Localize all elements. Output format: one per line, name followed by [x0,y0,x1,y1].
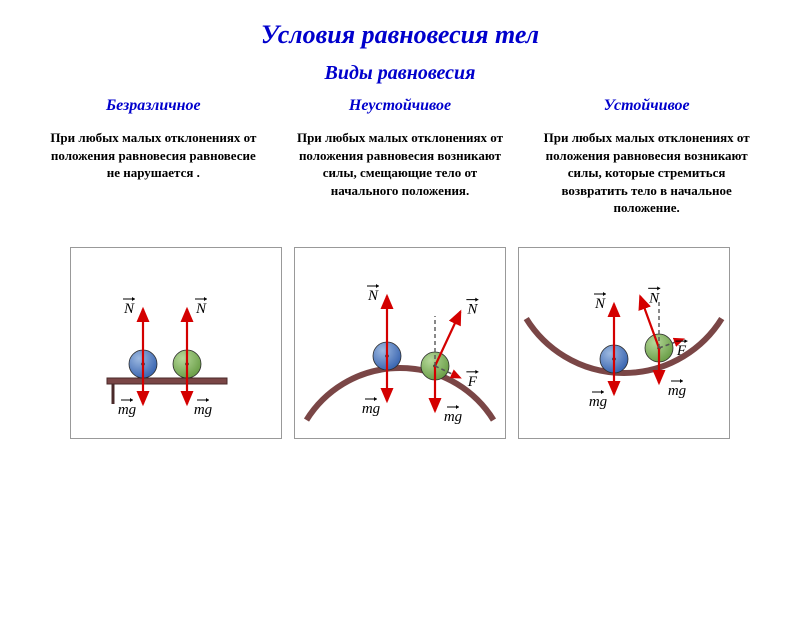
svg-text:N: N [367,288,379,304]
svg-text:mg: mg [118,402,137,418]
svg-text:F: F [467,374,478,390]
type-col-2: Устойчивое При любых малых отклонениях о… [532,97,762,217]
type-desc-2: При любых малых отклонениях от положения… [532,129,762,217]
page-title: Условия равновесия тел [0,20,800,50]
svg-text:N: N [123,301,135,317]
svg-text:N: N [466,301,478,317]
type-col-1: Неустойчивое При любых малых отклонениях… [285,97,515,217]
type-col-0: Безразличное При любых малых отклонениях… [38,97,268,217]
type-title-2: Устойчивое [532,97,762,115]
svg-text:mg: mg [362,401,381,417]
svg-text:mg: mg [668,383,687,399]
type-desc-1: При любых малых отклонениях от положения… [285,129,515,199]
svg-text:N: N [594,296,606,312]
type-title-0: Безразличное [38,97,268,115]
types-columns: Безразличное При любых малых отклонениях… [0,97,800,217]
svg-text:mg: mg [589,394,608,410]
svg-text:F: F [676,343,687,359]
type-title-1: Неустойчивое [285,97,515,115]
svg-text:mg: mg [194,402,213,418]
diagram-row: N Nmg mg Nmg Nmg F Nmg Nmg F [0,247,800,439]
type-desc-0: При любых малых отклонениях от положения… [38,129,268,182]
svg-text:N: N [195,301,207,317]
panel-hill: Nmg Nmg F [294,247,506,439]
page-subtitle: Виды равновесия [0,62,800,85]
panel-flat: N Nmg mg [70,247,282,439]
svg-text:mg: mg [444,409,463,425]
panel-valley: NmgNmgF [518,247,730,439]
